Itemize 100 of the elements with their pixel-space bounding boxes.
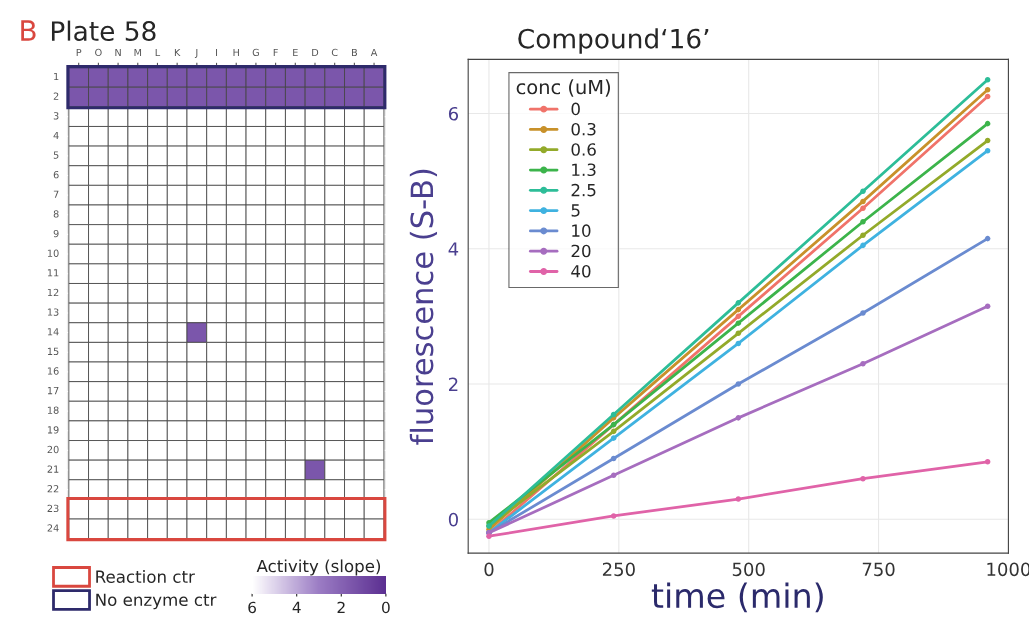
point bbox=[860, 310, 866, 316]
y-tick-label: 10 bbox=[47, 249, 59, 257]
y-tick-label: 9 bbox=[53, 229, 59, 238]
point bbox=[610, 455, 617, 462]
y-tick-label: 23 bbox=[47, 504, 59, 513]
point bbox=[984, 147, 991, 154]
point bbox=[735, 320, 742, 326]
y-tick-label: 18 bbox=[47, 406, 59, 414]
chart-title: Plate 58 bbox=[51, 20, 156, 41]
y-tick-label: 16 bbox=[47, 367, 59, 375]
y-tick-label: 12 bbox=[47, 288, 59, 296]
point bbox=[984, 120, 991, 127]
x-tick-label: O bbox=[95, 48, 102, 57]
point bbox=[735, 330, 742, 337]
point bbox=[735, 381, 742, 387]
point bbox=[984, 87, 991, 93]
point bbox=[610, 513, 617, 519]
point bbox=[860, 218, 866, 225]
x-tick-label: B bbox=[351, 48, 358, 56]
y-axis-title: fluorescence (S-B) bbox=[409, 169, 438, 445]
legend-label: 40 bbox=[571, 264, 591, 278]
point bbox=[984, 235, 991, 242]
point bbox=[735, 415, 742, 421]
y-tick-label: 4 bbox=[53, 131, 59, 139]
legend-label: 2.5 bbox=[571, 183, 596, 197]
x-tick-label: L bbox=[155, 48, 161, 56]
y-tick-label: 24 bbox=[47, 524, 59, 532]
point bbox=[860, 475, 866, 482]
legend-label: 10 bbox=[572, 224, 591, 237]
legend-title: conc (uM) bbox=[516, 79, 610, 97]
legend-label: 0.3 bbox=[571, 122, 596, 136]
point bbox=[735, 300, 742, 306]
color-bar-label: 0 bbox=[382, 601, 390, 614]
color-bar-label: 2 bbox=[337, 601, 345, 613]
y-tick-label: 15 bbox=[47, 347, 59, 356]
y-tick-label: 14 bbox=[47, 328, 59, 336]
y-tick-label: 21 bbox=[47, 465, 59, 473]
x-tick-label: I bbox=[216, 48, 218, 56]
point bbox=[735, 340, 742, 347]
text: B bbox=[21, 20, 36, 41]
text: No enzyme ctr bbox=[96, 593, 217, 610]
y-tick-label: 2 bbox=[449, 377, 458, 391]
x-tick-label: 0 bbox=[484, 562, 494, 577]
point bbox=[984, 303, 991, 310]
x-tick-label: E bbox=[293, 48, 298, 56]
point bbox=[984, 93, 991, 100]
x-tick-label: N bbox=[115, 48, 121, 56]
color-bar-title: Activity (slope) bbox=[256, 559, 381, 576]
x-tick-label: 750 bbox=[862, 562, 895, 577]
point bbox=[610, 411, 617, 418]
point bbox=[735, 306, 742, 313]
point bbox=[610, 435, 617, 441]
point bbox=[860, 232, 866, 239]
point bbox=[735, 313, 742, 320]
x-tick-label: 500 bbox=[732, 562, 765, 577]
y-tick-label: 11 bbox=[47, 269, 59, 277]
point bbox=[984, 459, 991, 465]
y-tick-label: 0 bbox=[448, 512, 458, 527]
x-tick-label: P bbox=[76, 48, 82, 56]
x-tick-label: F bbox=[273, 48, 278, 56]
legend-label: 0 bbox=[571, 102, 580, 116]
y-tick-label: 13 bbox=[47, 308, 59, 316]
x-tick-label: D bbox=[312, 48, 319, 56]
x-axis-title: time (min) bbox=[651, 582, 823, 613]
point bbox=[984, 76, 991, 83]
y-tick-label: 4 bbox=[448, 242, 459, 256]
x-tick-label: K bbox=[174, 48, 181, 56]
color-bar-label: 6 bbox=[248, 601, 256, 614]
point bbox=[610, 428, 617, 435]
legend-label: 1.3 bbox=[572, 163, 596, 177]
x-tick-label: A bbox=[370, 48, 378, 56]
point bbox=[860, 198, 866, 205]
text: Reaction ctr bbox=[96, 570, 195, 583]
legend-label: 5 bbox=[571, 204, 580, 217]
point bbox=[735, 496, 742, 502]
y-tick-label: 7 bbox=[53, 190, 59, 198]
y-tick-label: 19 bbox=[47, 426, 59, 434]
x-tick-label: J bbox=[194, 48, 198, 58]
legend-label: 0.6 bbox=[571, 143, 596, 156]
x-tick-label: 250 bbox=[602, 562, 635, 577]
y-tick-label: 5 bbox=[53, 151, 59, 159]
color-bar-label: 4 bbox=[292, 601, 301, 613]
point bbox=[610, 472, 617, 479]
y-tick-label: 20 bbox=[47, 445, 59, 454]
x-tick-label: G bbox=[252, 48, 259, 57]
y-tick-label: 2 bbox=[53, 92, 59, 100]
y-tick-label: 8 bbox=[53, 210, 59, 218]
point bbox=[860, 360, 866, 367]
chart-title: Compound‘16’ bbox=[518, 28, 709, 54]
y-tick-label: 22 bbox=[47, 485, 59, 493]
x-tick-label: C bbox=[331, 48, 338, 57]
y-tick-label: 17 bbox=[47, 387, 59, 395]
y-tick-label: 1 bbox=[54, 73, 59, 81]
point bbox=[860, 188, 866, 195]
y-tick-label: 6 bbox=[53, 171, 59, 179]
point bbox=[860, 205, 866, 211]
legend-label: 20 bbox=[571, 244, 591, 258]
y-tick-label: 3 bbox=[53, 112, 59, 120]
point bbox=[984, 137, 991, 144]
x-tick-label: H bbox=[233, 48, 239, 56]
